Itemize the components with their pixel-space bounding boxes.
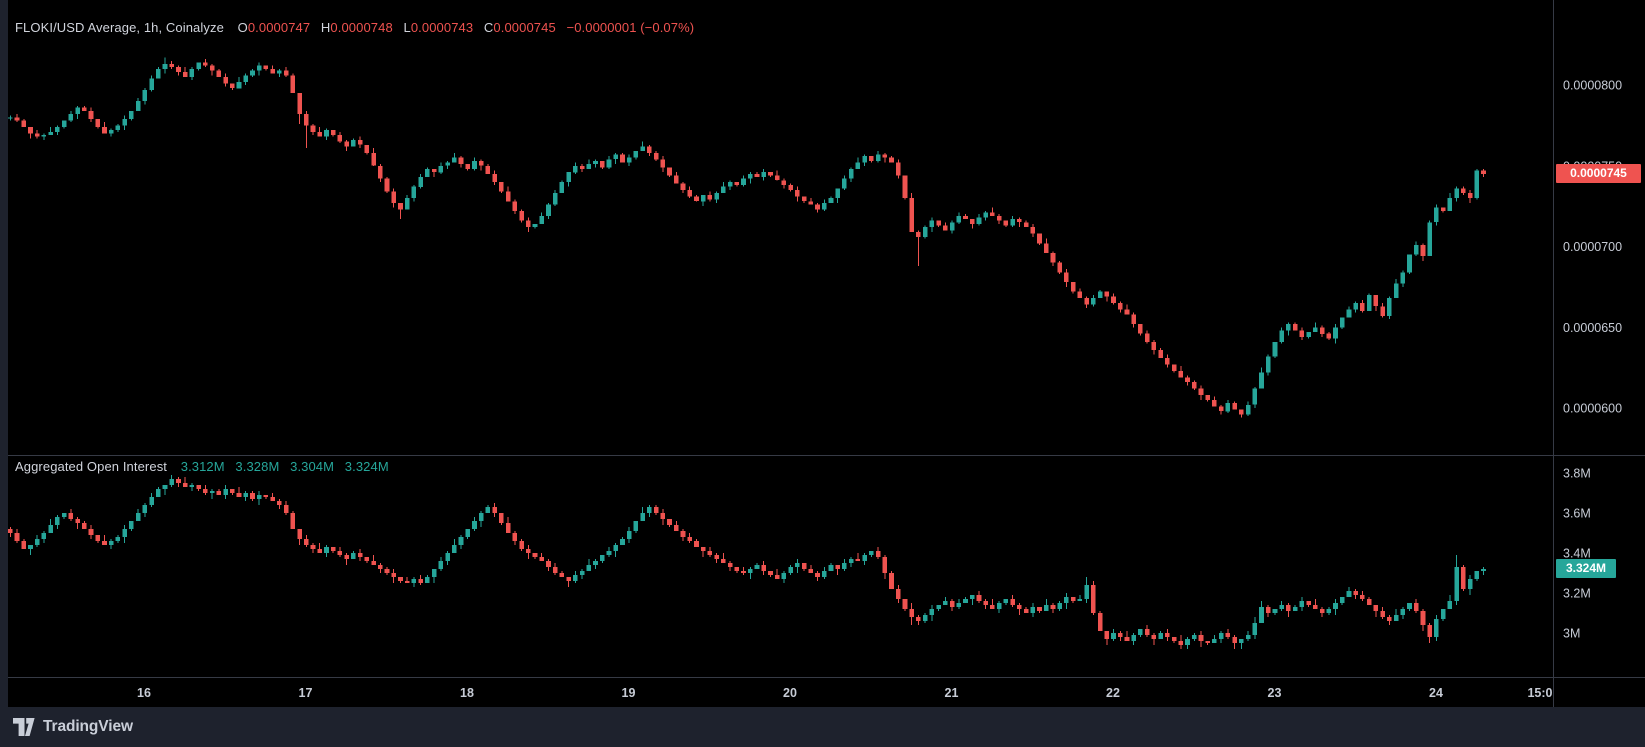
ohlc-close-label: C xyxy=(483,20,494,35)
open-interest-axis-label: 3.8M xyxy=(1563,467,1591,481)
last-open-interest-badge: 3.324M xyxy=(1556,558,1616,578)
open-interest-axis-label: 3M xyxy=(1563,627,1580,641)
oi-open-value: 3.312M xyxy=(180,459,225,474)
time-axis-day-label: 18 xyxy=(460,686,474,700)
ohlc-low-label: L xyxy=(403,20,411,35)
ohlc-low-value: 0.0000743 xyxy=(410,20,474,35)
oi-low-value: 3.304M xyxy=(290,459,335,474)
last-price-badge: 0.0000745 xyxy=(1556,164,1641,184)
oi-high-value: 3.328M xyxy=(235,459,280,474)
ohlc-high-label: H xyxy=(320,20,331,35)
open-interest-legend: Aggregated Open Interest 3.312M 3.328M 3… xyxy=(15,459,389,474)
tradingview-brand-link[interactable]: TradingView xyxy=(43,718,133,735)
open-interest-pane[interactable] xyxy=(8,456,1553,677)
price-axis-label: 0.0000600 xyxy=(1563,402,1622,416)
price-legend: FLOKI/USD Average, 1h, Coinalyze O0.0000… xyxy=(15,20,694,35)
time-axis-day-label: 16 xyxy=(137,686,151,700)
time-axis-day-label: 23 xyxy=(1268,686,1282,700)
open-interest-axis-labels: 3.8M 3.6M 3.4M 3.2M 3M xyxy=(1563,467,1591,641)
chart-footer: TradingView xyxy=(0,707,1645,747)
ohlc-open-value: 0.0000747 xyxy=(247,20,311,35)
price-axis-label: 0.0000800 xyxy=(1563,79,1622,93)
price-pane[interactable] xyxy=(8,0,1553,455)
oi-close-value: 3.324M xyxy=(344,459,389,474)
candlestick-chart-canvas: 0.00008000.00007500.00007000.00006500.00… xyxy=(8,0,1645,707)
price-axis-label: 0.0000700 xyxy=(1563,240,1622,254)
ohlc-high-value: 0.0000748 xyxy=(330,20,393,35)
time-axis-day-label: 20 xyxy=(783,686,797,700)
open-interest-axis-label: 3.4M xyxy=(1563,547,1591,561)
time-axis-day-label: 21 xyxy=(945,686,959,700)
open-interest-title[interactable]: Aggregated Open Interest xyxy=(15,459,168,474)
open-interest-candles xyxy=(8,475,1486,649)
chart-background xyxy=(8,0,1645,707)
time-scale[interactable] xyxy=(8,677,1645,707)
ohlc-close-value: 0.0000745 xyxy=(493,20,556,35)
price-candles xyxy=(8,57,1486,418)
ohlc-change-value: −0.0000001 (−0.07%) xyxy=(566,20,695,35)
time-axis-partial-label: 15:0 xyxy=(1527,686,1552,700)
time-axis-day-label: 19 xyxy=(622,686,636,700)
symbol-title[interactable]: FLOKI/USD Average, 1h, Coinalyze xyxy=(15,20,224,35)
ohlc-open-label: O xyxy=(237,20,248,35)
time-axis-labels: 16 17 18 19 20 21 22 23 24 15:0 xyxy=(137,686,1553,700)
open-interest-axis-label: 3.2M xyxy=(1563,587,1591,601)
time-axis-day-label: 17 xyxy=(299,686,313,700)
price-axis-label: 0.0000650 xyxy=(1563,321,1622,335)
open-interest-axis-label: 3.6M xyxy=(1563,507,1591,521)
tradingview-logo-icon[interactable] xyxy=(13,718,35,736)
time-axis-day-label: 24 xyxy=(1429,686,1443,700)
time-axis-day-label: 22 xyxy=(1106,686,1120,700)
